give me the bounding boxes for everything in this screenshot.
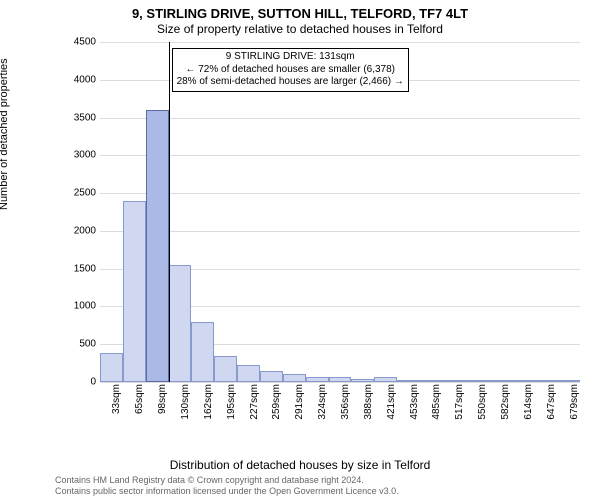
y-tick-label: 2500 xyxy=(74,188,96,199)
x-tick-label: 421sqm xyxy=(386,384,397,420)
histogram-bar xyxy=(466,380,489,382)
x-tick-label: 453sqm xyxy=(409,384,420,420)
y-tick-label: 4000 xyxy=(74,74,96,85)
x-axis-label: Distribution of detached houses by size … xyxy=(0,458,600,472)
histogram-bar xyxy=(237,365,260,382)
y-tick-label: 1000 xyxy=(74,301,96,312)
histogram-bar xyxy=(420,380,443,382)
x-tick-label: 65sqm xyxy=(134,384,145,414)
callout-line1: 9 STIRLING DRIVE: 131sqm xyxy=(177,51,404,64)
chart-footnote: Contains HM Land Registry data © Crown c… xyxy=(55,475,399,496)
histogram-bar xyxy=(146,110,169,382)
x-tick-label: 485sqm xyxy=(431,384,442,420)
x-tick-label: 582sqm xyxy=(500,384,511,420)
y-axis-label: Number of detached properties xyxy=(0,58,10,210)
histogram-bar xyxy=(123,201,146,382)
x-tick-label: 517sqm xyxy=(454,384,465,420)
plot-area: 05001000150020002500300035004000450033sq… xyxy=(100,42,580,382)
gridline xyxy=(100,155,580,156)
gridline xyxy=(100,231,580,232)
histogram-bar xyxy=(557,380,580,382)
x-tick-label: 550sqm xyxy=(477,384,488,420)
histogram-bar xyxy=(191,322,214,382)
histogram-bar xyxy=(374,377,397,382)
histogram-bar xyxy=(169,265,192,382)
y-tick-label: 3000 xyxy=(74,150,96,161)
chart-title: 9, STIRLING DRIVE, SUTTON HILL, TELFORD,… xyxy=(0,0,600,21)
histogram-bar xyxy=(100,353,123,382)
y-tick-label: 2000 xyxy=(74,225,96,236)
callout-line3: 28% of semi-detached houses are larger (… xyxy=(177,76,404,89)
footnote-line2: Contains public sector information licen… xyxy=(55,486,399,496)
x-tick-label: 356sqm xyxy=(340,384,351,420)
histogram-bar xyxy=(489,380,512,382)
y-tick-label: 0 xyxy=(90,377,96,388)
x-tick-label: 388sqm xyxy=(363,384,374,420)
footnote-line1: Contains HM Land Registry data © Crown c… xyxy=(55,475,399,485)
histogram-bar xyxy=(351,379,374,382)
callout-line2: ← 72% of detached houses are smaller (6,… xyxy=(177,64,404,77)
histogram-bar xyxy=(283,374,306,382)
plot-wrap: 05001000150020002500300035004000450033sq… xyxy=(55,42,580,422)
gridline xyxy=(100,193,580,194)
chart-subtitle: Size of property relative to detached ho… xyxy=(0,22,600,36)
histogram-bar xyxy=(260,371,283,382)
histogram-bar xyxy=(306,377,329,382)
histogram-bar xyxy=(443,380,466,382)
y-tick-label: 3500 xyxy=(74,112,96,123)
x-tick-label: 614sqm xyxy=(523,384,534,420)
gridline xyxy=(100,382,580,383)
x-tick-label: 291sqm xyxy=(294,384,305,420)
chart-container: 9, STIRLING DRIVE, SUTTON HILL, TELFORD,… xyxy=(0,0,600,500)
x-tick-label: 162sqm xyxy=(203,384,214,420)
gridline xyxy=(100,42,580,43)
x-tick-label: 195sqm xyxy=(226,384,237,420)
histogram-bar xyxy=(511,380,534,382)
histogram-bar xyxy=(397,380,420,382)
x-tick-label: 227sqm xyxy=(249,384,260,420)
x-tick-label: 679sqm xyxy=(569,384,580,420)
histogram-bar xyxy=(534,380,557,382)
histogram-bar xyxy=(214,356,237,382)
x-tick-label: 98sqm xyxy=(157,384,168,414)
y-tick-label: 500 xyxy=(79,339,96,350)
histogram-bar xyxy=(329,377,352,382)
callout-box: 9 STIRLING DRIVE: 131sqm← 72% of detache… xyxy=(172,48,409,92)
gridline xyxy=(100,118,580,119)
marker-line xyxy=(169,42,170,382)
x-tick-label: 130sqm xyxy=(180,384,191,420)
y-tick-label: 4500 xyxy=(74,37,96,48)
x-tick-label: 647sqm xyxy=(546,384,557,420)
x-tick-label: 259sqm xyxy=(271,384,282,420)
y-tick-label: 1500 xyxy=(74,263,96,274)
x-tick-label: 33sqm xyxy=(111,384,122,414)
x-tick-label: 324sqm xyxy=(317,384,328,420)
